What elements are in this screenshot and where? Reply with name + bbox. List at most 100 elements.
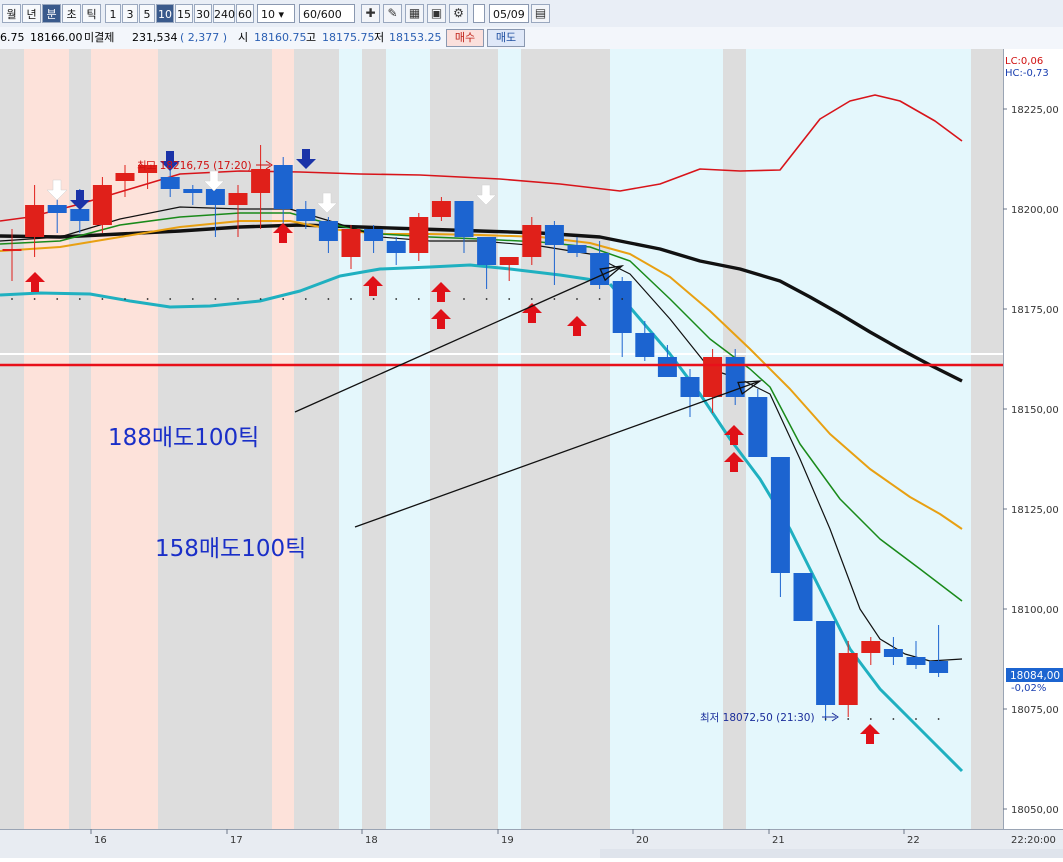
candle-body[interactable] xyxy=(115,173,135,181)
session-band xyxy=(24,49,69,829)
signal-dot xyxy=(395,298,398,300)
price-chart[interactable]: 18225,00 18200,00 18175,00 18150,00 18125,00… xyxy=(0,49,1063,858)
candle-body[interactable] xyxy=(883,649,903,657)
candle-body[interactable] xyxy=(544,225,564,245)
interval-button-5[interactable]: 5 xyxy=(139,4,155,23)
chart-scroll-controls[interactable] xyxy=(600,849,1063,858)
gear-icon[interactable]: ⚙ xyxy=(449,4,468,23)
signal-dot xyxy=(350,298,352,300)
candle-body[interactable] xyxy=(906,657,926,665)
candle-body[interactable] xyxy=(273,165,293,209)
candle-body[interactable] xyxy=(816,621,836,705)
interval-button-30[interactable]: 30 xyxy=(194,4,212,23)
ma-green-line xyxy=(0,212,963,602)
interval-select[interactable]: 10 ▾ xyxy=(257,4,295,23)
y-axis-panel xyxy=(1003,49,1063,858)
candle-body[interactable] xyxy=(567,245,587,253)
candle-body[interactable] xyxy=(341,229,361,257)
chart-area[interactable]: 18225,00 18200,00 18175,00 18150,00 18125,00… xyxy=(0,49,1063,858)
candle-body[interactable] xyxy=(861,641,881,653)
interval-button-1[interactable]: 1 xyxy=(105,4,121,23)
candle-body[interactable] xyxy=(477,237,497,265)
signal-dot xyxy=(237,298,239,300)
signal-dot xyxy=(530,298,533,300)
prev-price: 6.75 xyxy=(0,31,25,44)
period-button-0[interactable]: 월 xyxy=(2,4,21,23)
candle-body[interactable] xyxy=(725,357,745,397)
calendar-grid-icon[interactable]: ▦ xyxy=(405,4,424,23)
trend-arrow-2[interactable] xyxy=(354,380,761,528)
candle-body[interactable] xyxy=(318,221,338,241)
save-icon[interactable]: ▣ xyxy=(427,4,446,23)
candle-body[interactable] xyxy=(431,201,451,217)
interval-button-60[interactable]: 60 xyxy=(236,4,254,23)
candle-body[interactable] xyxy=(612,281,632,333)
y-tick-label: 18150,00 xyxy=(1011,405,1059,416)
trend-arrow-1[interactable] xyxy=(294,265,623,413)
candle-body[interactable] xyxy=(138,165,158,173)
session-band xyxy=(69,49,91,829)
checkbox[interactable] xyxy=(473,4,485,23)
candle-body[interactable] xyxy=(635,333,655,357)
sell-button[interactable]: 매도 xyxy=(487,29,525,47)
arrow-up-icon xyxy=(567,316,587,336)
candle-body[interactable] xyxy=(47,205,67,213)
candle-body[interactable] xyxy=(205,189,225,205)
period-button-4[interactable]: 틱 xyxy=(82,4,101,23)
interval-button-240[interactable]: 240 xyxy=(213,4,235,23)
signal-dot xyxy=(372,298,375,300)
candle-body[interactable] xyxy=(703,357,723,397)
candle-body[interactable] xyxy=(748,397,768,457)
crosshair-icon[interactable]: ✚ xyxy=(361,4,380,23)
interval-button-3[interactable]: 3 xyxy=(122,4,138,23)
x-tick-label: 17 xyxy=(230,835,243,846)
period-button-2[interactable]: 분 xyxy=(42,4,61,23)
current-price-label: 18084,00 xyxy=(1010,670,1060,682)
candle-body[interactable] xyxy=(25,205,45,237)
candle-body[interactable] xyxy=(296,209,316,221)
period-button-1[interactable]: 년 xyxy=(22,4,41,23)
high-annotation: 최고 18216,75 (17:20) xyxy=(137,160,252,172)
y-tick-label: 18200,00 xyxy=(1011,205,1059,216)
interval-button-15[interactable]: 15 xyxy=(175,4,193,23)
unfilled-value: 231,534 xyxy=(132,31,178,44)
candle-body[interactable] xyxy=(499,257,519,265)
signal-dot xyxy=(553,298,556,300)
signal-dot xyxy=(169,298,172,300)
candle-body[interactable] xyxy=(92,185,112,225)
interval-button-10[interactable]: 10 xyxy=(156,4,174,23)
candle-body[interactable] xyxy=(409,217,429,253)
candle-body[interactable] xyxy=(770,457,790,573)
candle-body[interactable] xyxy=(160,177,180,189)
count-input[interactable]: 60/600 xyxy=(299,4,355,23)
candle-body[interactable] xyxy=(386,241,406,253)
candle-body[interactable] xyxy=(251,169,271,193)
candle-body[interactable] xyxy=(929,661,949,673)
candle-body[interactable] xyxy=(2,249,22,251)
candle-body[interactable] xyxy=(183,189,203,193)
candle-body[interactable] xyxy=(454,201,474,237)
draw-tool-icon[interactable]: ✎ xyxy=(383,4,402,23)
signal-dot xyxy=(892,718,895,720)
signal-dot xyxy=(214,298,217,300)
buy-button[interactable]: 매수 xyxy=(446,29,484,47)
arrow-down-icon xyxy=(316,192,338,214)
candle-body[interactable] xyxy=(680,377,700,397)
candle-body[interactable] xyxy=(70,209,90,221)
calendar-icon[interactable]: ▤ xyxy=(531,4,550,23)
candle-body[interactable] xyxy=(838,653,858,705)
high-label: 고 xyxy=(306,31,317,44)
session-band xyxy=(294,49,339,829)
candle-body[interactable] xyxy=(793,573,813,621)
session-band xyxy=(430,49,498,829)
candle-body[interactable] xyxy=(364,229,384,241)
period-button-3[interactable]: 초 xyxy=(62,4,81,23)
signal-dot xyxy=(847,718,850,720)
candle-body[interactable] xyxy=(657,357,677,377)
date-input[interactable]: 05/09 xyxy=(489,4,529,23)
signal-dot xyxy=(869,718,872,720)
session-band xyxy=(0,49,24,829)
candle-body[interactable] xyxy=(228,193,248,205)
candle-body[interactable] xyxy=(522,225,542,257)
signal-dot xyxy=(124,298,126,300)
